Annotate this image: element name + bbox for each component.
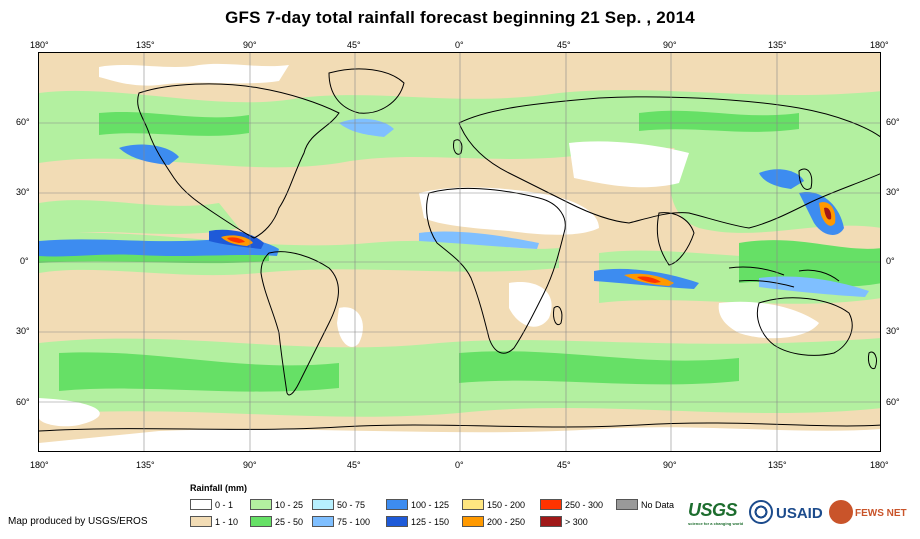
lat-label-left: 60° — [16, 397, 30, 407]
legend-item: 10 - 25 — [250, 499, 303, 511]
usgs-tagline: science for a changing world — [688, 521, 744, 526]
legend-swatch — [386, 516, 408, 527]
legend-label: 150 - 200 — [487, 500, 526, 510]
lon-label-top: 135° — [136, 40, 155, 50]
lon-label-bottom: 45° — [347, 460, 361, 470]
legend-swatch — [190, 516, 212, 527]
legend-swatch — [462, 516, 484, 527]
legend-swatch — [616, 499, 638, 510]
lat-label-left: 30° — [16, 326, 30, 336]
legend-item: 25 - 50 — [250, 516, 303, 528]
lon-label-top: 180° — [870, 40, 889, 50]
usaid-logo: USAID — [776, 504, 823, 522]
legend-label: 0 - 1 — [215, 500, 234, 510]
legend-item: 100 - 125 — [386, 499, 449, 511]
fews-net-logo: FEWS NET — [855, 507, 907, 519]
legend-swatch — [312, 499, 334, 510]
legend-title: Rainfall (mm) — [190, 483, 248, 493]
legend-item: > 300 — [540, 516, 588, 528]
legend-swatch — [190, 499, 212, 510]
legend-swatch — [312, 516, 334, 527]
rainfall-map — [38, 52, 881, 452]
legend-label: > 300 — [565, 517, 588, 527]
legend-swatch — [540, 516, 562, 527]
legend-item: 125 - 150 — [386, 516, 449, 528]
lon-label-top: 180° — [30, 40, 49, 50]
lon-label-top: 90° — [243, 40, 257, 50]
lon-label-top: 45° — [557, 40, 571, 50]
map-credit: Map produced by USGS/EROS — [8, 516, 148, 527]
lon-label-top: 0° — [455, 40, 464, 50]
legend-item: 200 - 250 — [462, 516, 525, 528]
lat-label-left: 60° — [16, 117, 30, 127]
legend-label: 250 - 300 — [565, 500, 604, 510]
legend-item: 75 - 100 — [312, 516, 370, 528]
usgs-logo: USGS science for a changing world — [688, 498, 743, 528]
lon-label-top: 45° — [347, 40, 361, 50]
lon-label-bottom: 135° — [136, 460, 155, 470]
legend-label: 10 - 25 — [275, 500, 304, 510]
legend-swatch — [386, 499, 408, 510]
legend-item: No Data — [616, 499, 674, 511]
lon-label-bottom: 90° — [243, 460, 257, 470]
fews-seal-icon — [829, 500, 853, 524]
legend-item: 150 - 200 — [462, 499, 525, 511]
legend-label: 200 - 250 — [487, 517, 526, 527]
legend-item: 250 - 300 — [540, 499, 603, 511]
lat-label-right: 60° — [886, 117, 900, 127]
lon-label-bottom: 135° — [768, 460, 787, 470]
lat-label-left: 30° — [16, 187, 30, 197]
legend-swatch — [250, 499, 272, 510]
rainfall-map-canvas — [39, 53, 880, 451]
lat-label-right: 60° — [886, 397, 900, 407]
legend-label: 25 - 50 — [275, 517, 304, 527]
rain-zones-moderate — [39, 90, 880, 417]
lon-label-bottom: 180° — [870, 460, 889, 470]
rain-zones-extreme — [221, 202, 836, 286]
legend-item: 0 - 1 — [190, 499, 233, 511]
usgs-logo-text: USGS — [688, 500, 738, 520]
legend-label: 75 - 100 — [337, 517, 371, 527]
lon-label-bottom: 0° — [455, 460, 464, 470]
coastlines — [39, 68, 880, 432]
lat-label-right: 30° — [886, 187, 900, 197]
legend-label: 100 - 125 — [411, 500, 450, 510]
lat-label-right: 30° — [886, 326, 900, 336]
legend-label: 125 - 150 — [411, 517, 450, 527]
map-title: GFS 7-day total rainfall forecast beginn… — [225, 8, 695, 27]
lat-label-left: 0° — [20, 256, 29, 266]
legend-item: 50 - 75 — [312, 499, 365, 511]
lon-label-bottom: 90° — [663, 460, 677, 470]
legend-label: No Data — [641, 500, 675, 510]
lon-label-bottom: 180° — [30, 460, 49, 470]
legend-swatch — [250, 516, 272, 527]
legend-label: 1 - 10 — [215, 517, 239, 527]
legend-swatch — [540, 499, 562, 510]
lon-label-top: 90° — [663, 40, 677, 50]
legend-item: 1 - 10 — [190, 516, 238, 528]
lon-label-bottom: 45° — [557, 460, 571, 470]
usaid-seal-icon — [749, 500, 773, 524]
lat-label-right: 0° — [886, 256, 895, 266]
legend-swatch — [462, 499, 484, 510]
graticule — [39, 53, 880, 451]
lon-label-top: 135° — [768, 40, 787, 50]
dry-zones — [39, 63, 880, 451]
legend-label: 50 - 75 — [337, 500, 366, 510]
